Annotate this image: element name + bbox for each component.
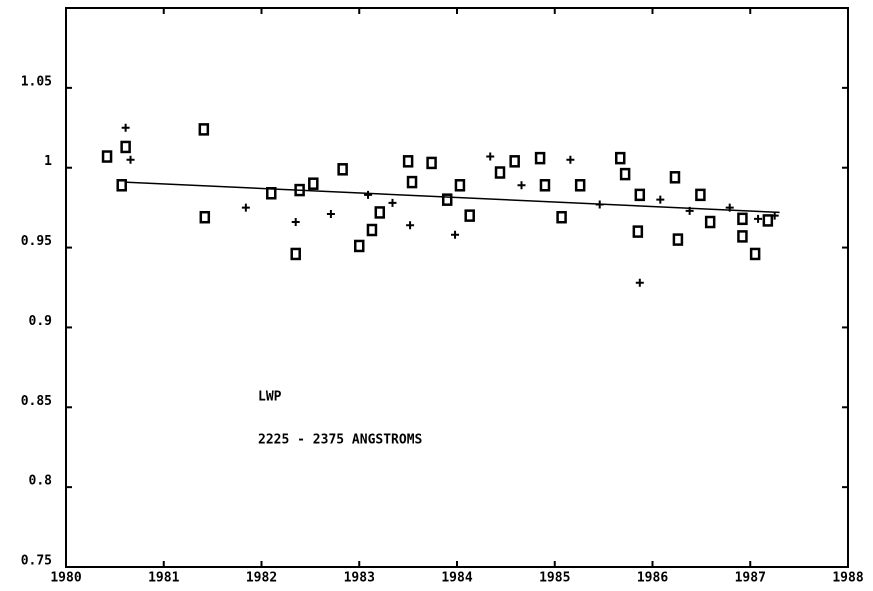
x-tick-label: 1985 <box>539 571 570 586</box>
point <box>374 206 386 219</box>
point <box>198 123 210 136</box>
point <box>116 179 127 192</box>
x-tick-label: 1982 <box>246 571 277 586</box>
point <box>451 230 460 239</box>
plot-frame <box>65 7 849 568</box>
point <box>308 177 319 190</box>
point <box>290 247 301 261</box>
x-tick-label: 1984 <box>441 571 472 586</box>
x-tick-label: 1980 <box>50 571 81 586</box>
point <box>749 247 761 261</box>
point <box>388 198 397 207</box>
y-tick-label: 0.95 <box>21 234 52 249</box>
y-tick-label: 0.8 <box>29 474 53 489</box>
point <box>426 156 437 170</box>
point <box>695 188 706 202</box>
point <box>539 179 551 192</box>
x-tick-label: 1988 <box>832 571 863 586</box>
point <box>366 223 378 237</box>
point <box>101 150 113 163</box>
point <box>354 239 365 253</box>
point <box>486 152 495 161</box>
point <box>574 179 586 192</box>
point <box>509 155 520 168</box>
point <box>635 278 644 287</box>
point <box>402 155 414 168</box>
point <box>406 221 415 230</box>
point <box>337 163 348 176</box>
y-tick-label: 1.05 <box>21 74 52 89</box>
point <box>120 140 131 154</box>
point <box>566 155 575 164</box>
point <box>737 230 748 243</box>
point <box>494 166 506 179</box>
y-tick-label: 0.9 <box>29 314 52 329</box>
point <box>454 179 466 192</box>
annotation: 2225 - 2375 ANGSTROMS <box>258 433 423 448</box>
y-tick-label: 0.85 <box>21 394 52 409</box>
point <box>634 188 646 202</box>
y-tick-label: 0.75 <box>21 554 52 569</box>
point <box>291 218 300 227</box>
x-tick-label: 1987 <box>735 571 766 586</box>
point <box>737 212 748 226</box>
point <box>556 210 567 224</box>
point <box>619 167 631 181</box>
point <box>199 210 211 224</box>
point <box>266 187 277 200</box>
point <box>517 181 526 190</box>
y-tick-label: 1 <box>44 154 52 169</box>
point <box>672 233 684 246</box>
point <box>364 190 373 199</box>
point <box>534 151 546 165</box>
point <box>754 214 763 223</box>
point <box>241 203 250 212</box>
point <box>632 225 644 238</box>
annotation: LWP <box>258 390 282 405</box>
point <box>656 195 665 204</box>
point <box>762 214 774 227</box>
point <box>464 209 475 222</box>
point <box>704 215 716 229</box>
point <box>595 200 604 209</box>
point <box>121 123 130 132</box>
point <box>770 211 779 220</box>
x-tick-label: 1983 <box>344 571 375 586</box>
x-tick-label: 1981 <box>148 571 179 586</box>
point <box>441 193 453 206</box>
point <box>685 206 694 215</box>
point <box>614 151 626 165</box>
point <box>725 203 734 212</box>
point <box>126 155 135 164</box>
point <box>669 171 681 184</box>
point <box>326 210 335 219</box>
point <box>294 183 305 197</box>
x-tick-label: 1986 <box>637 571 668 586</box>
point <box>406 175 418 189</box>
